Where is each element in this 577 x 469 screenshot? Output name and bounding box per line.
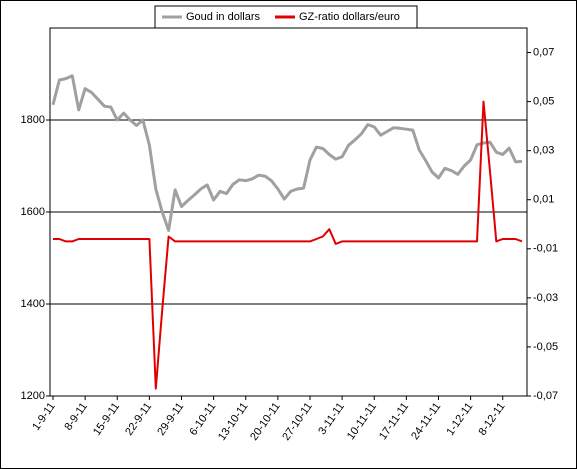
- y-tick-label: 1200: [21, 390, 45, 402]
- series-line: [53, 100, 523, 390]
- y2-tick-label: 0,05: [533, 96, 554, 108]
- y2-tick-label: -0,07: [533, 390, 558, 402]
- y2-tick-label: 0,03: [533, 145, 554, 157]
- legend-label: Goud in dollars: [186, 11, 260, 23]
- y2-tick-label: 0,01: [533, 194, 554, 206]
- y2-tick-label: -0,01: [533, 243, 558, 255]
- y-tick-label: 1800: [21, 114, 45, 126]
- y2-tick-label: -0,05: [533, 341, 558, 353]
- y2-tick-label: -0,03: [533, 292, 558, 304]
- legend-label: GZ-ratio dollars/euro: [299, 11, 400, 23]
- series-line: [51, 74, 523, 232]
- y2-tick-label: 0,07: [533, 46, 554, 58]
- y-tick-label: 1400: [21, 298, 45, 310]
- y-tick-label: 1600: [21, 206, 45, 218]
